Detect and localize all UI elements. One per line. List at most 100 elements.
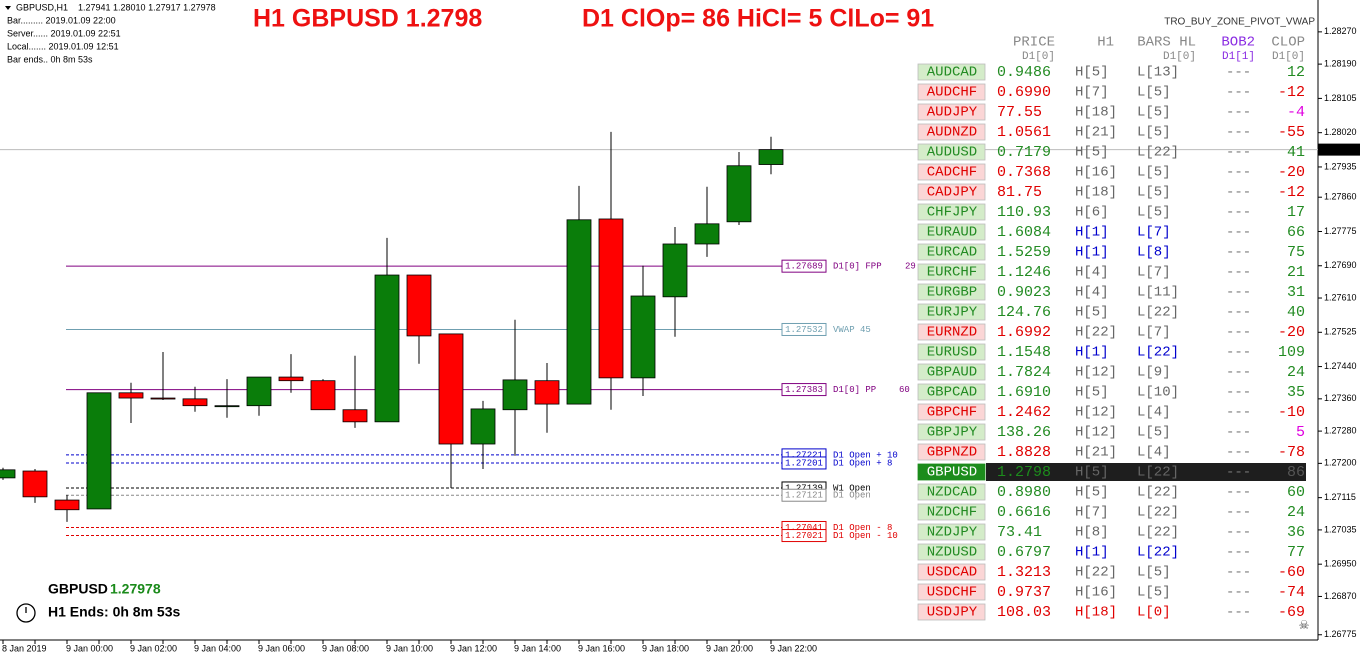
x-tick-label: 9 Jan 22:00	[770, 643, 817, 653]
candle-body	[758, 149, 784, 165]
price: 1.5259	[997, 244, 1051, 261]
price: 1.0561	[997, 124, 1051, 141]
candle-body	[0, 469, 16, 479]
pair: GBPAUD	[927, 365, 977, 381]
clop: -60	[1278, 564, 1305, 581]
pair-box	[917, 583, 986, 601]
price: 1.2462	[997, 404, 1051, 421]
table-header: PRICE	[1013, 35, 1055, 51]
bob2: ---	[1226, 125, 1251, 141]
clop: -74	[1278, 584, 1305, 601]
pair-box	[917, 83, 986, 101]
footer-price: 1.27978	[110, 581, 161, 597]
candle-body	[374, 274, 400, 423]
y-tick-label: 1.27610	[1324, 292, 1357, 302]
pair-box	[917, 283, 986, 301]
pair-box	[917, 483, 986, 501]
l-bars: L[5]	[1137, 205, 1171, 221]
price: 0.9023	[997, 284, 1051, 301]
l-bars: L[5]	[1137, 565, 1171, 581]
l-bars: L[22]	[1137, 345, 1179, 361]
price: 0.6990	[997, 84, 1051, 101]
candle-body	[694, 223, 720, 245]
h-bars: H[16]	[1075, 165, 1117, 181]
l-bars: L[4]	[1137, 405, 1171, 421]
l-bars: L[22]	[1137, 145, 1179, 161]
clop: -12	[1278, 184, 1305, 201]
clop: -20	[1278, 164, 1305, 181]
l-bars: L[5]	[1137, 105, 1171, 121]
table-subheader: D1[0]	[1163, 51, 1196, 63]
table-header: BOB2	[1221, 35, 1255, 51]
h-bars: H[5]	[1075, 485, 1109, 501]
pair: EURCHF	[927, 265, 977, 281]
pair-box	[917, 303, 986, 321]
level-note: 60	[899, 385, 910, 395]
price: 77.55	[997, 104, 1042, 121]
clop: -10	[1278, 404, 1305, 421]
pair: GBPJPY	[927, 425, 978, 441]
h-bars: H[16]	[1075, 585, 1117, 601]
l-bars: L[8]	[1137, 245, 1171, 261]
l-bars: L[5]	[1137, 125, 1171, 141]
clop: 60	[1287, 484, 1305, 501]
bob2: ---	[1226, 425, 1251, 441]
pair: NZDJPY	[927, 525, 978, 541]
l-bars: L[5]	[1137, 585, 1171, 601]
candle-body	[310, 380, 336, 411]
info-line: Server...... 2019.01.09 22:51	[7, 28, 121, 38]
y-tick-label: 1.27690	[1324, 260, 1357, 270]
h-bars: H[18]	[1075, 605, 1117, 621]
l-bars: L[5]	[1137, 165, 1171, 181]
h-bars: H[8]	[1075, 525, 1109, 541]
level-name: D1 Open - 8	[833, 523, 892, 533]
pair: GBPCHF	[927, 405, 977, 421]
l-bars: L[7]	[1137, 225, 1171, 241]
level-box	[781, 488, 827, 502]
pair-box	[917, 263, 986, 281]
l-bars: L[5]	[1137, 425, 1171, 441]
y-tick-label: 1.27935	[1324, 161, 1357, 171]
subtitle: D1 ClOp= 86 HiCl= 5 ClLo= 91	[582, 5, 934, 33]
y-tick-label: 1.26950	[1324, 559, 1357, 569]
x-tick-label: 9 Jan 04:00	[194, 643, 241, 653]
candle-body	[630, 295, 656, 379]
bob2: ---	[1226, 145, 1251, 161]
h-bars: H[5]	[1075, 385, 1109, 401]
h-bars: H[5]	[1075, 145, 1109, 161]
level-box	[781, 322, 827, 336]
x-tick-label: 9 Jan 06:00	[258, 643, 305, 653]
x-tick-label: 9 Jan 00:00	[66, 643, 113, 653]
info-line: Bar ends.. 0h 8m 53s	[7, 54, 93, 64]
candle-body	[246, 376, 272, 407]
clop: 24	[1287, 504, 1305, 521]
l-bars: L[7]	[1137, 265, 1171, 281]
l-bars: L[10]	[1137, 385, 1179, 401]
pair-box	[917, 123, 986, 141]
price: 0.7368	[997, 164, 1051, 181]
pair: GBPNZD	[927, 445, 977, 461]
bob2: ---	[1226, 585, 1251, 601]
bob2: ---	[1226, 105, 1251, 121]
bob2: ---	[1226, 545, 1251, 561]
level-value: 1.27532	[785, 325, 823, 335]
y-tick-label: 1.28020	[1324, 127, 1357, 137]
l-bars: L[5]	[1137, 85, 1171, 101]
pair: AUDCHF	[927, 85, 977, 101]
menu-arrow	[5, 6, 11, 10]
level-note: 29	[905, 262, 916, 272]
h-bars: H[12]	[1075, 365, 1117, 381]
price: 1.7824	[997, 364, 1051, 381]
pair: EURNZD	[927, 325, 977, 341]
table-subheader: D1[1]	[1222, 51, 1255, 63]
pair: AUDJPY	[927, 105, 978, 121]
price: 108.03	[997, 604, 1051, 621]
pair: USDCHF	[927, 585, 977, 601]
clop: -4	[1287, 104, 1305, 121]
h-bars: H[1]	[1075, 225, 1109, 241]
x-tick-label: 9 Jan 20:00	[706, 643, 753, 653]
pair: USDJPY	[927, 605, 978, 621]
h-bars: H[21]	[1075, 445, 1117, 461]
